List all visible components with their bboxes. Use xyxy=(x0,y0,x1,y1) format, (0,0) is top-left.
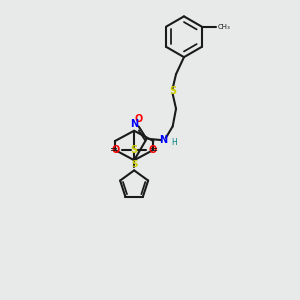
Text: S: S xyxy=(169,86,176,96)
Text: S: S xyxy=(131,160,137,169)
Text: O: O xyxy=(149,145,157,155)
Text: N: N xyxy=(160,135,168,145)
Text: N: N xyxy=(130,119,138,129)
Text: O: O xyxy=(135,114,143,124)
Text: CH₃: CH₃ xyxy=(218,24,230,30)
Text: =: = xyxy=(110,145,118,155)
Text: O: O xyxy=(111,145,119,155)
Text: =: = xyxy=(150,145,158,155)
Text: S: S xyxy=(130,145,138,155)
Text: H: H xyxy=(172,138,177,147)
